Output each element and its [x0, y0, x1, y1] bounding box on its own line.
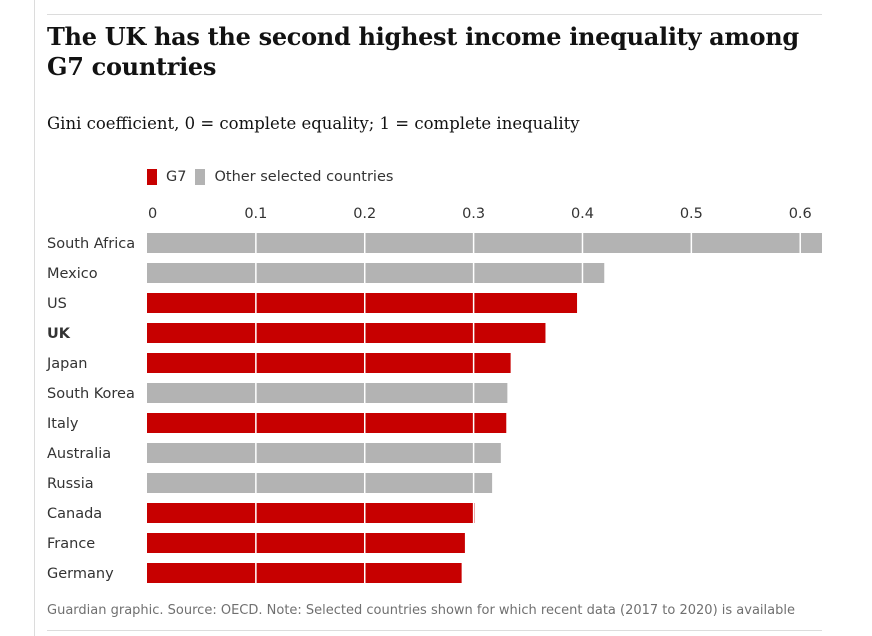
x-tick-label: 0.5 — [680, 206, 703, 222]
x-tick-label: 0.1 — [244, 206, 267, 222]
bar-canada — [147, 503, 475, 523]
bar-australia — [147, 443, 501, 463]
bar-germany — [147, 563, 462, 583]
chart-subtitle: Gini coefficient, 0 = complete equality;… — [47, 114, 580, 133]
bar-mexico — [147, 263, 605, 283]
x-tick-label: 0.6 — [789, 206, 812, 222]
category-label: Mexico — [47, 266, 98, 282]
category-label: UK — [47, 326, 71, 342]
category-label: Germany — [47, 566, 114, 582]
legend: G7 Other selected countries — [147, 169, 402, 185]
legend-swatch-g7 — [147, 169, 157, 185]
bar-uk — [147, 323, 546, 343]
bar-south-korea — [147, 383, 508, 403]
bar-south-africa — [147, 233, 822, 253]
legend-label-g7: G7 — [166, 169, 187, 185]
category-label: Japan — [46, 356, 87, 372]
source-note: Guardian graphic. Source: OECD. Note: Se… — [47, 603, 795, 618]
legend-swatch-other — [195, 169, 206, 185]
x-tick-label: 0.2 — [353, 206, 376, 222]
bar-france — [147, 533, 465, 553]
bottom-divider — [47, 630, 822, 631]
bar-russia — [147, 473, 493, 493]
category-label: US — [47, 296, 67, 312]
legend-item-g7: G7 — [147, 169, 186, 185]
category-label: South Korea — [47, 386, 135, 402]
left-border — [34, 0, 35, 636]
category-label: France — [47, 536, 95, 552]
x-tick-label: 0.4 — [571, 206, 594, 222]
x-tick-label: 0 — [148, 206, 157, 222]
x-tick-label: 0.3 — [462, 206, 485, 222]
bar-japan — [147, 353, 511, 373]
top-divider — [47, 14, 822, 15]
category-label: Australia — [47, 446, 111, 462]
chart-title: The UK has the second highest income ine… — [47, 22, 799, 81]
category-label: Russia — [47, 476, 94, 492]
bar-italy — [147, 413, 507, 433]
bar-us — [147, 293, 578, 313]
legend-label-other: Other selected countries — [214, 169, 394, 185]
category-label: Italy — [47, 416, 79, 432]
category-label: South Africa — [47, 236, 135, 252]
category-label: Canada — [47, 506, 102, 522]
bar-chart: 0 0.1 0.2 0.3 0.4 0.5 0.6 South Africa Mexico US U… — [46, 206, 822, 585]
legend-item-other: Other selected countries — [195, 169, 393, 185]
